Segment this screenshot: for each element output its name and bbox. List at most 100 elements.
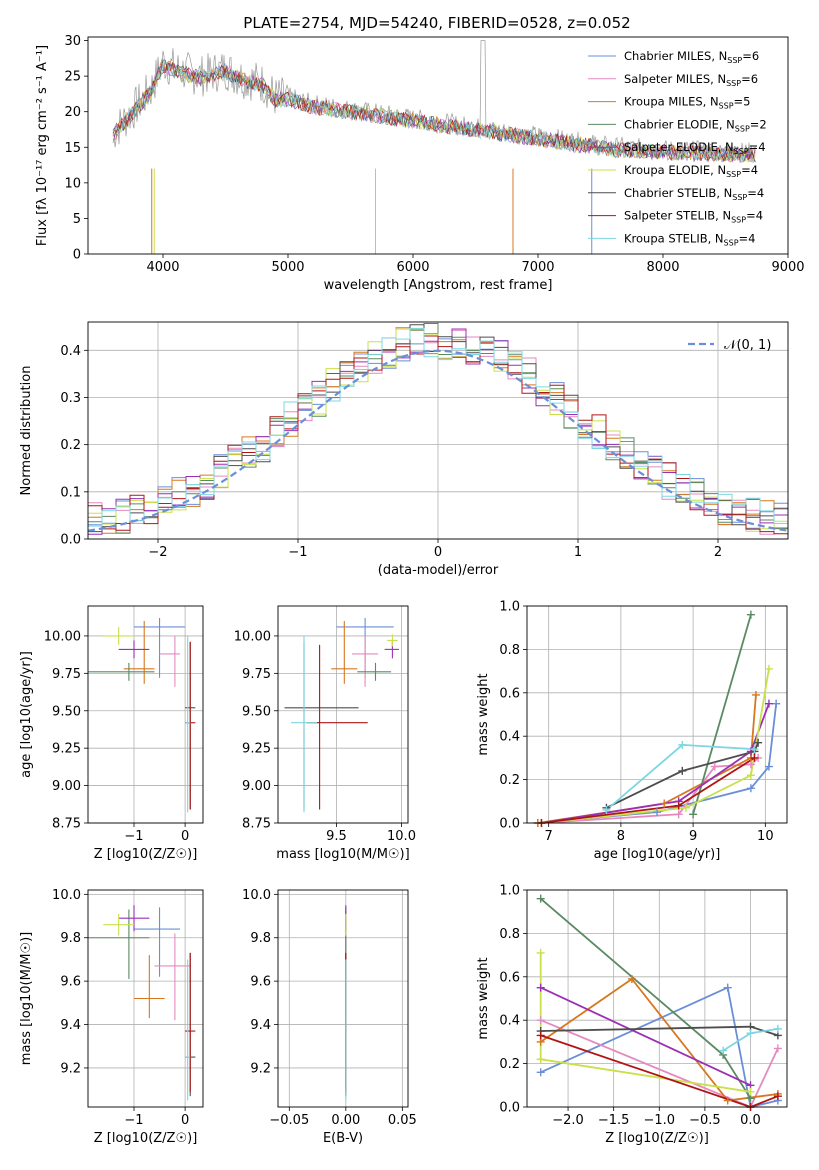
x-tick-label: −1: [124, 829, 143, 844]
x-tick-label: 8: [617, 829, 625, 844]
weight-point-marker: [536, 1031, 545, 1040]
y-axis-label: Flux [fλ 10⁻¹⁷ erg cm⁻² s⁻¹ A⁻¹]: [35, 45, 50, 246]
weight-point-marker: [746, 610, 755, 619]
y-tick-label: 0.2: [499, 1057, 520, 1072]
weight-point-marker: [751, 690, 760, 699]
weight-point-marker: [773, 1024, 782, 1033]
y-tick-label: 0.3: [60, 391, 81, 406]
x-tick-label: −0.05: [269, 1113, 309, 1128]
x-tick-label: 0.00: [331, 1113, 360, 1128]
weight_vs_age-axes: 7 8 9 10 0.0 0.2 0.4 0.6 0.8 1.0 age [log10(age/yr…: [476, 600, 788, 862]
weight-point-marker: [723, 1096, 732, 1105]
y-tick-label: 9.2: [60, 1061, 81, 1076]
x-tick-label: 0.0: [740, 1113, 761, 1128]
weight-series-line: [540, 1034, 779, 1107]
y-tick-label: 9.2: [250, 1061, 271, 1076]
y-tick-label: 0.4: [60, 344, 81, 359]
y-tick-label: 9.8: [250, 931, 271, 946]
weight-point-marker: [773, 1092, 782, 1101]
legend-entry: Salpeter MILES, NSSP=6: [624, 72, 758, 88]
x-axis-label: Z [log10(Z/Z☉)]: [94, 1131, 198, 1146]
weight-point-marker: [678, 766, 687, 775]
weight-point-marker: [764, 699, 773, 708]
y-tick-label: 10.0: [52, 888, 81, 903]
axes-frame: [526, 889, 788, 1108]
y-tick-label: 15: [64, 141, 81, 156]
x-tick-label: 5000: [271, 260, 304, 275]
x-tick-label: −0.5: [689, 1113, 721, 1128]
y-tick-label: 10.0: [242, 888, 271, 903]
residuals-axes: −2 −1 0 1 2 0.0 0.1 0.2 0.3 0.4 (data-model)/error…: [19, 321, 789, 578]
weight-point-marker: [723, 983, 732, 992]
legend-entry: Kroupa MILES, NSSP=5: [624, 95, 750, 111]
weight-point-marker: [536, 948, 545, 957]
weight-series-line: [692, 614, 752, 815]
x-tick-label: 6000: [396, 260, 429, 275]
y-tick-label: 0.6: [499, 686, 520, 701]
y-tick-label: 0.4: [499, 1014, 520, 1029]
x-tick-label: 7000: [521, 260, 554, 275]
x-tick-label: −1.0: [643, 1113, 675, 1128]
weight-point-marker: [773, 1044, 782, 1053]
weight-point-marker: [602, 805, 611, 814]
y-tick-label: 25: [64, 70, 81, 85]
x-axis-label: mass [log10(M/M☉)]: [276, 847, 409, 862]
y-tick-label: 0.2: [499, 773, 520, 788]
y-tick-label: 10.00: [234, 629, 271, 644]
mass_vs_Z-axes: −1 0 9.2 9.4 9.6 9.8 10.0 Z [log10(Z/Z☉)] mass […: [19, 888, 204, 1146]
axes-frame: [277, 605, 409, 824]
axes-frame: [87, 321, 789, 540]
x-axis-label: (data-model)/error: [378, 563, 499, 578]
mass_vs_ebv-axes: −0.05 0.00 0.05 9.2 9.4 9.6 9.8 10.0 E(B-V): [242, 888, 417, 1146]
y-axis-label: age [log10(age/yr)]: [19, 651, 34, 778]
y-tick-label: 0.4: [499, 730, 520, 745]
weight-point-marker: [746, 1087, 755, 1096]
weight-point-marker: [750, 745, 759, 754]
y-tick-label: 0.0: [60, 533, 81, 548]
x-tick-label: 1: [574, 545, 582, 560]
x-tick-label: 0: [434, 545, 442, 560]
age_vs_mass-plot: [284, 617, 399, 813]
y-tick-label: 8.75: [242, 817, 271, 832]
spectrum-axes: 4000 5000 6000 7000 8000 9000 0 5 10 15 20 25 30 wave…: [35, 34, 805, 293]
weight-point-marker: [536, 983, 545, 992]
figure-title: PLATE=2754, MJD=54240, FIBERID=0528, z=0…: [243, 14, 630, 32]
x-tick-label: −1: [288, 545, 307, 560]
y-tick-label: 1.0: [499, 600, 520, 615]
weight-series-line: [540, 898, 752, 1099]
weight-point-marker: [764, 762, 773, 771]
y-axis-label: Normed distribution: [19, 366, 34, 496]
weight-point-marker: [536, 1055, 545, 1064]
age_vs_Z-plot: [88, 617, 196, 813]
y-tick-label: 0.0: [499, 1101, 520, 1116]
y-tick-label: 9.6: [60, 975, 81, 990]
y-tick-label: 9.8: [60, 931, 81, 946]
x-tick-label: 2: [714, 545, 722, 560]
x-tick-label: −2.0: [552, 1113, 584, 1128]
y-tick-label: 0: [73, 248, 81, 263]
x-tick-label: 9.5: [326, 829, 347, 844]
weight-point-marker: [653, 808, 661, 817]
x-tick-label: 10: [757, 829, 774, 844]
x-tick-label: 8000: [646, 260, 679, 275]
x-axis-label: E(B-V): [323, 1131, 363, 1146]
y-tick-label: 9.25: [52, 742, 81, 757]
legend-entry: Chabrier ELODIE, NSSP=2: [624, 117, 767, 133]
y-tick-label: 9.25: [242, 742, 271, 757]
weight-series-line: [541, 703, 770, 823]
age_vs_mass-axes: 9.5 10.0 8.75 9.00 9.25 9.50 9.75 10.00 mass [lo…: [234, 605, 416, 862]
x-axis-label: Z [log10(Z/Z☉)]: [94, 847, 198, 862]
y-tick-label: 0.8: [499, 643, 520, 658]
y-tick-label: 30: [64, 34, 81, 49]
axes-frame: [87, 889, 204, 1108]
gaussian-curve: [88, 349, 788, 532]
x-axis-label: wavelength [Angstrom, rest frame]: [324, 278, 553, 293]
axes-frame: [87, 605, 204, 824]
y-tick-label: 9.4: [60, 1018, 81, 1033]
x-tick-label: −1: [124, 1113, 143, 1128]
residuals-plot: [88, 323, 788, 535]
weight-series-line: [540, 977, 779, 1102]
y-tick-label: 0.6: [499, 970, 520, 985]
weight-series-line: [606, 742, 759, 809]
